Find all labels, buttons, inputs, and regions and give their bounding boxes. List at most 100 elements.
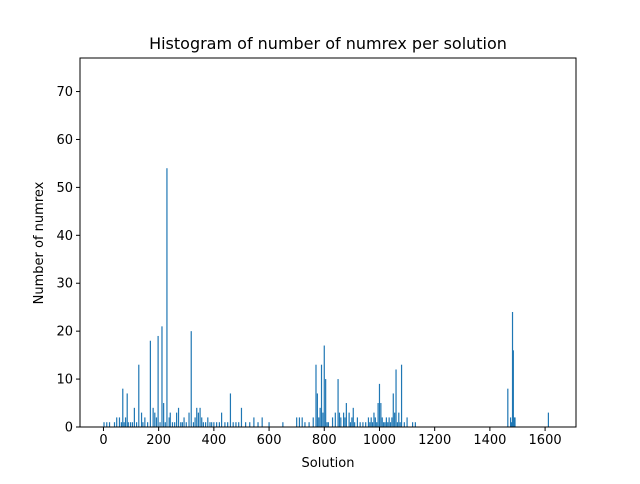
histogram-bar — [323, 345, 325, 427]
histogram-bar — [304, 422, 306, 427]
histogram-bar — [395, 369, 397, 427]
y-tick-label: 0 — [65, 421, 73, 436]
histogram-bar — [253, 417, 255, 427]
histogram-bar — [171, 422, 174, 427]
histogram-bar — [349, 422, 352, 427]
histogram-bar — [308, 422, 310, 427]
histogram-bar — [412, 422, 414, 427]
y-axis-ticks: 0 10 20 30 40 50 60 70 — [56, 85, 80, 436]
histogram-bar — [221, 412, 223, 427]
y-tick-label: 70 — [56, 85, 73, 100]
histogram-bar — [199, 407, 201, 427]
histogram-bar — [312, 417, 314, 427]
histogram-bar — [374, 417, 376, 427]
histogram-bar — [157, 335, 159, 427]
histogram-bar — [388, 417, 390, 427]
x-tick-label: 1600 — [529, 433, 562, 448]
histogram-bar — [224, 422, 226, 427]
histogram-bar — [392, 393, 394, 427]
histogram-bar — [154, 412, 156, 427]
histogram-bar — [126, 393, 128, 427]
histogram-bar — [204, 422, 207, 427]
histogram-bar — [116, 417, 118, 427]
histogram-bar — [108, 422, 111, 427]
histogram-bar — [315, 364, 317, 427]
histogram-bar — [406, 417, 408, 427]
histogram-bar — [120, 422, 122, 427]
histogram-bar — [164, 422, 166, 427]
histogram-bar — [194, 417, 196, 427]
histogram-bar — [142, 422, 144, 427]
histogram-bar — [149, 340, 151, 427]
histogram-bar — [183, 417, 185, 427]
x-tick-label: 0 — [99, 433, 107, 448]
y-tick-label: 40 — [56, 229, 73, 244]
histogram-bar — [211, 422, 213, 427]
histogram-bar — [394, 412, 396, 427]
x-tick-label: 1000 — [363, 433, 396, 448]
histogram-bar — [282, 422, 284, 427]
y-axis-label: Number of numrex — [32, 181, 47, 304]
histogram-bar — [383, 422, 385, 427]
y-tick-label: 20 — [56, 325, 73, 340]
histogram-bar — [298, 417, 301, 427]
x-axis-ticks: 0 200 400 600 800 1000 1200 1400 1600 — [99, 427, 562, 448]
histogram-bar — [334, 412, 336, 427]
histogram-bar — [362, 422, 364, 427]
histogram-bar — [207, 417, 209, 427]
histogram-bar — [322, 412, 324, 427]
histogram-bar — [106, 422, 108, 427]
histogram-bar — [351, 417, 353, 427]
histogram-bar — [155, 417, 158, 427]
histogram-bar — [316, 393, 318, 427]
chart-title: Histogram of number of numrex per soluti… — [149, 34, 507, 53]
histogram-bar — [376, 422, 378, 427]
histogram-bar — [168, 417, 170, 427]
histogram-bar — [513, 417, 515, 427]
histogram-bar — [123, 422, 125, 427]
histogram-bar — [103, 422, 105, 427]
y-tick-label: 60 — [56, 133, 73, 148]
histogram-bar — [377, 403, 379, 427]
histogram-bar — [391, 417, 393, 427]
histogram-bar — [152, 407, 154, 427]
histogram-bar — [381, 417, 383, 427]
histogram-bar — [509, 417, 512, 427]
histogram-bar — [403, 422, 405, 427]
histogram-bar — [209, 422, 211, 427]
histogram-bar — [159, 422, 161, 427]
histogram-bar — [547, 412, 549, 427]
histogram-bar — [124, 417, 127, 427]
histogram-bar — [192, 422, 195, 427]
histogram-bar — [399, 422, 401, 427]
histogram-bar — [197, 412, 200, 427]
histogram-bar — [370, 417, 372, 427]
histogram-bar — [389, 422, 392, 427]
histogram-bar — [367, 417, 370, 427]
histogram-bar — [196, 407, 198, 427]
histogram-bar — [507, 388, 509, 427]
histogram-bar — [337, 379, 339, 427]
histogram-bar — [414, 422, 416, 427]
y-tick-label: 10 — [56, 373, 73, 388]
histogram-bar — [268, 422, 270, 427]
histogram-bar — [249, 422, 251, 427]
histogram-bar — [319, 407, 321, 427]
histogram-bar — [320, 364, 323, 427]
histogram-bar — [348, 412, 350, 427]
histogram-bar — [512, 350, 514, 427]
histogram-bar — [181, 422, 183, 427]
histogram-bar — [240, 407, 243, 427]
histogram-bar — [318, 417, 320, 427]
histogram-bar — [387, 422, 389, 427]
histogram-bar — [133, 407, 135, 427]
x-tick-label: 400 — [201, 433, 226, 448]
histogram-bar — [352, 407, 354, 427]
histogram-bar — [385, 417, 387, 427]
histogram-bar — [510, 422, 513, 427]
histogram-bar — [296, 417, 298, 427]
histogram-bar — [365, 422, 367, 427]
histogram-bar — [380, 403, 382, 427]
histogram-bar — [261, 417, 263, 427]
